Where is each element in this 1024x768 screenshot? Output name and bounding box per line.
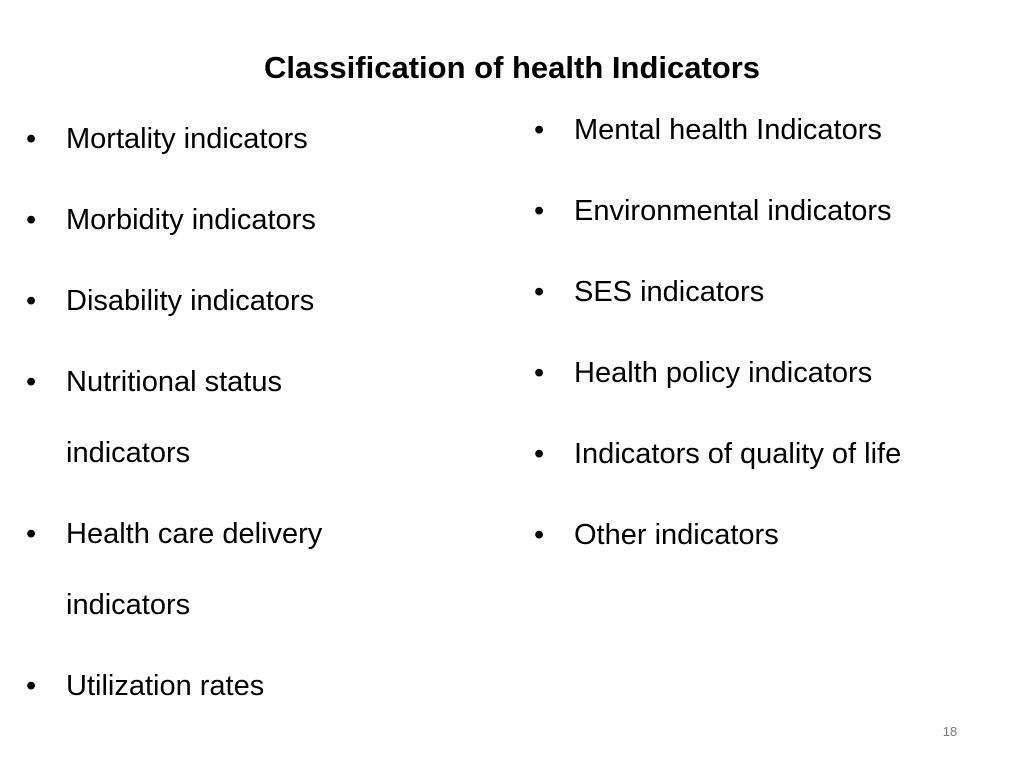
bullet: • <box>534 438 545 470</box>
right-list: • Mental health Indicators • Environmental … <box>534 95 1014 581</box>
bullet: • <box>26 285 37 317</box>
item-text: Other indicators <box>574 519 779 551</box>
page-number: 18 <box>942 724 958 739</box>
item-text: Nutritional status indicators <box>66 366 282 469</box>
bullet: • <box>534 276 545 308</box>
list-item: • Other indicators <box>534 500 1014 571</box>
list-item: • Disability indicators <box>26 266 426 337</box>
bullet: • <box>26 670 37 702</box>
bullet: • <box>534 357 545 389</box>
left-list: • Mortality indicators • Morbidity indicato… <box>26 104 426 732</box>
bullet: • <box>26 123 37 155</box>
list-item: • Mortality indicators <box>26 104 426 175</box>
bullet: • <box>26 366 37 398</box>
item-text: SES indicators <box>574 276 765 308</box>
bullet: • <box>26 204 37 236</box>
slide-title: Classification of health Indicators <box>263 50 761 85</box>
list-item: • Health care delivery indicators <box>26 499 426 641</box>
item-text: Health care delivery indicators <box>66 518 323 621</box>
list-item: • Environmental indicators <box>534 176 1014 247</box>
bullet: • <box>534 195 545 227</box>
item-text: Mortality indicators <box>66 123 308 155</box>
item-text: Disability indicators <box>66 285 315 317</box>
list-item: • Health policy indicators <box>534 338 1014 409</box>
list-item: • Indicators of quality of life <box>534 419 1014 490</box>
item-text: Indicators of quality of life <box>574 438 902 470</box>
list-item: • Morbidity indicators <box>26 185 426 256</box>
item-text: Health policy indicators <box>574 357 873 389</box>
list-item: • Nutritional status indicators <box>26 347 426 489</box>
bullet: • <box>534 114 545 146</box>
item-text: Mental health Indicators <box>574 114 882 146</box>
bullet: • <box>534 519 545 551</box>
list-item: • SES indicators <box>534 257 1014 328</box>
item-text: Morbidity indicators <box>66 204 316 236</box>
list-item: • Mental health Indicators <box>534 95 1014 166</box>
item-text: Environmental indicators <box>574 195 892 227</box>
bullet: • <box>26 518 37 550</box>
list-item: • Utilization rates <box>26 651 426 722</box>
item-text: Utilization rates <box>66 670 265 702</box>
